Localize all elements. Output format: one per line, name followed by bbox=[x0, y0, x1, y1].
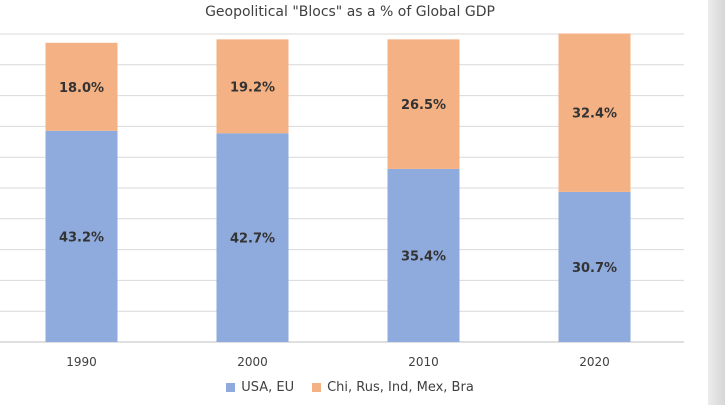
data-label-emerging-1990: 18.0% bbox=[59, 81, 104, 96]
legend-label-emerging: Chi, Rus, Ind, Mex, Bra bbox=[327, 380, 474, 395]
bar-emerging-2000 bbox=[216, 39, 289, 134]
x-axis-ticks: 1990 2000 2010 2020 bbox=[66, 355, 610, 369]
bar-usa-eu-1990 bbox=[45, 130, 118, 342]
chart-title: Geopolitical "Blocs" as a % of Global GD… bbox=[205, 4, 495, 20]
bar-emerging-1990 bbox=[45, 42, 118, 131]
bar-emerging-2010 bbox=[387, 39, 460, 169]
bar-emerging-2020 bbox=[558, 33, 631, 192]
scroll-shadow bbox=[708, 0, 725, 405]
panel-edge bbox=[686, 0, 708, 405]
bar-usa-eu-2020 bbox=[558, 191, 631, 342]
bar-usa-eu-2000 bbox=[216, 133, 289, 342]
bars: 43.2% 18.0% 42.7% 19.2% 35.4% 26.5% 30.7% 32.4% bbox=[45, 33, 631, 342]
bar-usa-eu-2010 bbox=[387, 168, 460, 342]
legend-item-usa-eu: USA, EU bbox=[226, 380, 294, 395]
data-label-usa-eu-1990: 43.2% bbox=[59, 230, 104, 245]
data-label-usa-eu-2010: 35.4% bbox=[401, 249, 446, 264]
legend: USA, EU Chi, Rus, Ind, Mex, Bra bbox=[0, 380, 700, 395]
x-tick-label-2000: 2000 bbox=[237, 355, 268, 369]
legend-swatch-emerging bbox=[312, 383, 322, 392]
legend-label-usa-eu: USA, EU bbox=[241, 380, 295, 395]
data-label-emerging-2020: 32.4% bbox=[572, 107, 617, 122]
x-tick-label-2010: 2010 bbox=[408, 355, 439, 369]
legend-item-emerging: Chi, Rus, Ind, Mex, Bra bbox=[312, 380, 474, 395]
x-tick-label-2020: 2020 bbox=[579, 355, 610, 369]
data-label-emerging-2010: 26.5% bbox=[401, 98, 446, 113]
chart-plot: 43.2% 18.0% 42.7% 19.2% 35.4% 26.5% 30.7% 32.4%… bbox=[0, 33, 684, 369]
data-label-usa-eu-2020: 30.7% bbox=[572, 261, 617, 276]
legend-swatch-usa-eu bbox=[226, 383, 236, 392]
data-label-usa-eu-2000: 42.7% bbox=[230, 232, 275, 247]
data-label-emerging-2000: 19.2% bbox=[230, 80, 275, 95]
x-tick-label-1990: 1990 bbox=[66, 355, 97, 369]
